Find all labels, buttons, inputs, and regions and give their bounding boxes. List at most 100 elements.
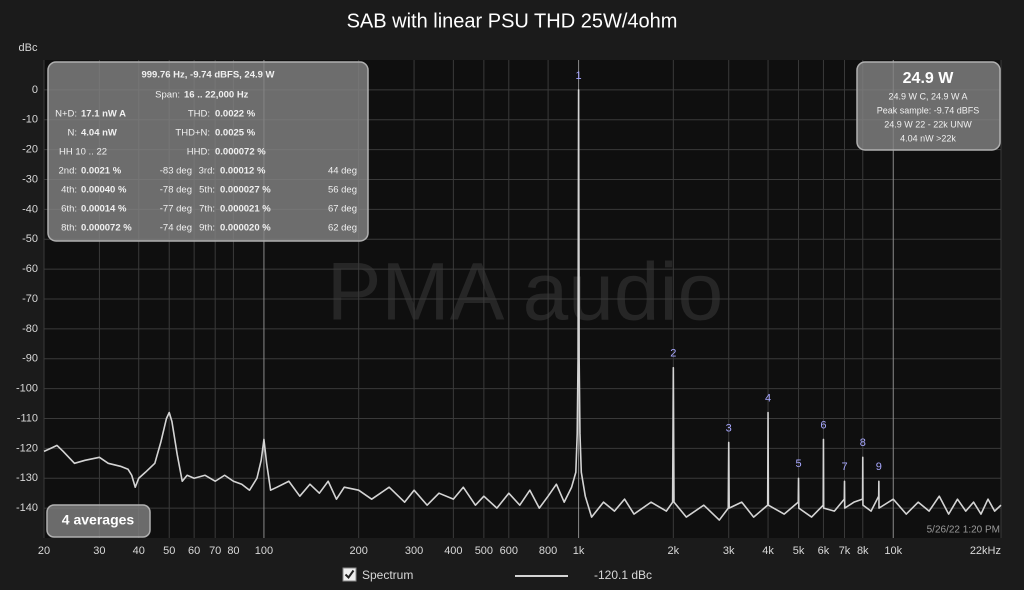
- info-cell: 0.000020 %: [220, 223, 271, 234]
- x-tick-label: 22kHz: [970, 545, 1001, 557]
- spectrum-line: [43, 89, 1002, 521]
- info-cell: 0.000072 %: [81, 223, 132, 234]
- x-tick-label: 100: [255, 545, 273, 557]
- x-tick-label: 300: [405, 545, 423, 557]
- info-cell: -83 deg: [160, 166, 192, 177]
- power-line: Peak sample: -9.74 dBFS: [877, 105, 980, 115]
- y-tick-label: -40: [22, 203, 38, 215]
- info-cell: 8th:: [61, 223, 77, 234]
- averages-label[interactable]: 4 averages: [62, 512, 135, 528]
- legend-label: Spectrum: [362, 568, 413, 582]
- y-tick-label: -70: [22, 293, 38, 305]
- info-cell: 9th:: [199, 223, 215, 234]
- harmonic-label: 6: [820, 419, 826, 431]
- x-tick-label: 20: [38, 545, 50, 557]
- info-panel: [47, 61, 369, 242]
- power-panel: [856, 61, 1001, 151]
- harmonic-label: 4: [765, 392, 771, 404]
- x-tick-label: 600: [500, 545, 518, 557]
- x-tick-label: 7k: [839, 545, 851, 557]
- info-cell: 62 deg: [328, 223, 357, 234]
- harmonic-label: 7: [841, 461, 847, 473]
- x-tick-label: 200: [349, 545, 367, 557]
- power-line: 24.9 W C, 24.9 W A: [888, 91, 967, 101]
- timestamp: 5/26/22 1:20 PM: [927, 525, 1000, 536]
- x-tick-label: 800: [539, 545, 557, 557]
- power-lines: 24.9 W C, 24.9 W A Peak sample: -9.74 dBF…: [877, 91, 980, 143]
- y-tick-label: -120: [16, 442, 38, 454]
- x-tick-label: 1k: [573, 545, 585, 557]
- info-cell: 4th:: [61, 185, 77, 196]
- info-cell: 4.04 nW: [81, 128, 117, 139]
- y-tick-label: -90: [22, 353, 38, 365]
- watermark: PMA audio: [327, 247, 724, 338]
- x-tick-label: 70: [209, 545, 221, 557]
- marks: 1 2 3 4 5 6 7 89: [43, 70, 1002, 521]
- x-tick-label: 60: [188, 545, 200, 557]
- info-cell: 0.0025 %: [215, 128, 256, 139]
- info-cell: Span:: [155, 90, 180, 101]
- info-cell: HH 10 .. 22: [59, 147, 107, 158]
- info-cell: 999.76 Hz, -9.74 dBFS, 24.9 W: [141, 70, 274, 81]
- harmonic-label: 2: [670, 348, 676, 360]
- info-cell: THD:: [188, 109, 210, 120]
- x-tick-label: 4k: [762, 545, 774, 557]
- overlay: 5/26/22 1:20 PM 4 averages 999.76 Hz, -9…: [46, 61, 1001, 538]
- info-cell: THD+N:: [175, 128, 210, 139]
- info-cell: 44 deg: [328, 166, 357, 177]
- info-cell: 0.00040 %: [81, 185, 127, 196]
- y-tick-label: -80: [22, 323, 38, 335]
- info-cell: HHD:: [187, 147, 210, 158]
- x-tick-label: 2k: [668, 545, 680, 557]
- harmonic-label: 9: [876, 461, 882, 473]
- y-tick-label: -50: [22, 233, 38, 245]
- info-cell: 2nd:: [59, 166, 78, 177]
- power-line: 24.9 W 22 - 22k UNW: [884, 119, 972, 129]
- x-tick-label: 400: [444, 545, 462, 557]
- power-line: 4.04 nW >22k: [900, 133, 956, 143]
- x-tick-label: 80: [227, 545, 239, 557]
- info-cell: 5th:: [199, 185, 215, 196]
- y-tick-label: -110: [17, 412, 38, 424]
- info-cell: 0.00014 %: [81, 204, 127, 215]
- info-cell: -78 deg: [160, 185, 192, 196]
- harmonic-label: 1: [576, 70, 582, 82]
- x-tick-label: 10k: [884, 545, 902, 557]
- y-tick-label: -100: [16, 383, 38, 395]
- info-cell: 0.00012 %: [220, 166, 266, 177]
- x-tick-label: 6k: [818, 545, 830, 557]
- averages-button[interactable]: [46, 504, 151, 538]
- harmonic-label: 5: [795, 458, 801, 470]
- info-cell: 0.0022 %: [215, 109, 256, 120]
- info-cell: 3rd:: [199, 166, 215, 177]
- chart-title: SAB with linear PSU THD 25W/4ohm: [347, 10, 678, 32]
- info-cell: 16 .. 22,000 Hz: [184, 90, 249, 101]
- info-cell: 56 deg: [328, 185, 357, 196]
- y-tick-label: -20: [22, 144, 38, 156]
- harmonic-label: 8: [860, 437, 866, 449]
- y-tick-label: -60: [22, 263, 38, 275]
- info-cell: -74 deg: [160, 223, 192, 234]
- info-cell: 0.000021 %: [220, 204, 271, 215]
- info-cell: 17.1 nW A: [81, 109, 126, 120]
- info-cell: 0.000027 %: [220, 185, 271, 196]
- harmonic-label: 3: [726, 422, 732, 434]
- info-cell: 6th:: [61, 204, 77, 215]
- info-cell: N:: [68, 128, 78, 139]
- checkbox-tick: [344, 569, 355, 580]
- x-tick-label: 500: [475, 545, 493, 557]
- y-tick-label: -10: [22, 114, 38, 126]
- x-tick-label: 50: [163, 545, 175, 557]
- y-axis-label: dBc: [19, 42, 38, 54]
- info-cell: 7th:: [199, 204, 215, 215]
- x-tick-label: 40: [133, 545, 145, 557]
- info-cell: N+D:: [55, 109, 77, 120]
- info-cell: 67 deg: [328, 204, 357, 215]
- y-tick-label: -30: [22, 173, 38, 185]
- info-rows: 999.76 Hz, -9.74 dBFS, 24.9 W Span: 16 .. …: [55, 70, 357, 234]
- y-tick-label: -140: [16, 502, 38, 514]
- y-tick-label: -130: [16, 472, 38, 484]
- info-cell: 0.0021 %: [81, 166, 122, 177]
- info-cell: -77 deg: [160, 204, 192, 215]
